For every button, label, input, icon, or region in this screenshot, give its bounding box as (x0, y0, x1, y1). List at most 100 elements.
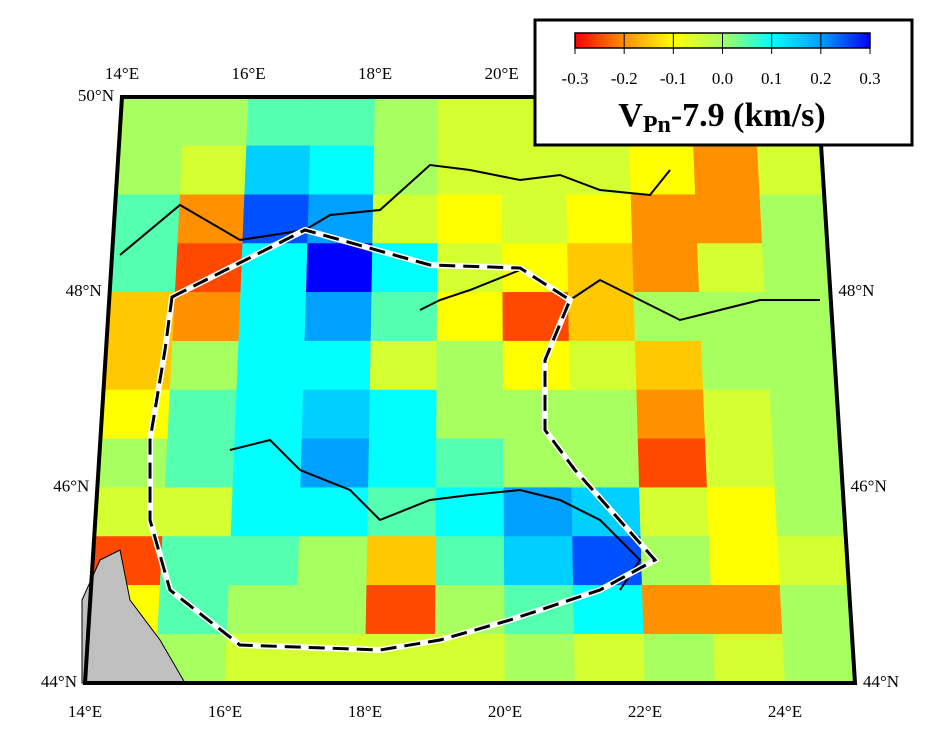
grid-cell (779, 585, 853, 635)
grid-cell (234, 389, 304, 440)
grid-cell (182, 96, 249, 147)
grid-cell (435, 438, 505, 488)
grid-cell (310, 96, 376, 147)
grid-cell (710, 585, 783, 635)
colorbar-tick-label: 0.2 (810, 69, 831, 88)
title-main: V (618, 97, 643, 134)
grid-cell (304, 292, 372, 342)
lat-label: 46°N (851, 477, 887, 496)
grid-cell (437, 96, 503, 147)
grid-cell (639, 487, 710, 537)
velocity-field (84, 96, 856, 684)
lon-label: 22°E (628, 702, 662, 721)
grid-cell (503, 389, 572, 440)
grid-cell (228, 536, 300, 586)
grid-cell (436, 389, 504, 440)
grid-cell (308, 145, 375, 195)
grid-cell (701, 340, 771, 391)
grid-cell (437, 194, 503, 244)
grid-cell (115, 145, 184, 195)
grid-cell (699, 292, 768, 342)
grid-cell (172, 292, 241, 342)
grid-cell (762, 243, 831, 293)
grid-cell (634, 340, 704, 391)
colorbar-tick-label: -0.2 (611, 69, 638, 88)
grid-cell (112, 194, 181, 244)
grid-cell (501, 145, 567, 195)
grid-cell (772, 438, 843, 488)
grid-cell (637, 438, 708, 488)
grid-cell (240, 243, 308, 293)
grid-cell (305, 243, 373, 293)
grid-cell (372, 194, 439, 244)
land-coast (81, 549, 186, 684)
grid-cell (366, 536, 437, 586)
grid-cell (162, 487, 234, 537)
grid-cell (782, 633, 856, 684)
border (229, 438, 642, 591)
grid-cell (769, 389, 840, 440)
grid-cell (697, 243, 766, 293)
lat-label: 44°N (863, 672, 899, 691)
grid-cell (435, 536, 505, 586)
grid-cell (368, 389, 437, 440)
study-area-outline (148, 228, 658, 652)
grid-cell (643, 633, 716, 684)
border (419, 269, 521, 311)
grid-cell (246, 96, 313, 147)
grid-cell (572, 536, 643, 586)
border (569, 278, 820, 322)
grid-cell (365, 585, 436, 635)
grid-cell (297, 536, 368, 586)
grid-cell (708, 536, 781, 586)
grid-cell (774, 487, 847, 537)
grid-cell (501, 194, 568, 244)
grid-cell (244, 145, 311, 195)
grid-cell (565, 145, 632, 195)
grid-cell (569, 389, 639, 440)
grid-cell (777, 536, 850, 586)
grid-cell (118, 96, 186, 147)
grid-cell (630, 194, 698, 244)
lat-label: 48°N (838, 281, 874, 300)
grid-cell (370, 292, 438, 342)
grid-cell (303, 340, 372, 391)
grid-cell (298, 487, 369, 537)
lon-label: 24°E (768, 702, 802, 721)
grid-cell (230, 487, 301, 537)
grid-cell (301, 389, 371, 440)
grid-cell (368, 438, 437, 488)
grid-cell (236, 340, 306, 391)
grid-cell (503, 438, 572, 488)
grid-cell (568, 340, 637, 391)
grid-cell (567, 243, 635, 293)
grid-cell (566, 194, 633, 244)
grid-cell (636, 389, 706, 440)
colorbar-tick-label: 0.3 (859, 69, 880, 88)
lat-label: 48°N (66, 281, 102, 300)
grid-cell (436, 340, 504, 391)
grid-cell (164, 438, 236, 488)
lon-label: 14°E (68, 702, 102, 721)
colorbar: -0.3 -0.2 -0.1 0.0 0.1 0.2 0.3 (562, 32, 881, 88)
grid-cell (759, 194, 828, 244)
colorbar-tick-label: 0.0 (712, 69, 733, 88)
grid-cell (573, 633, 646, 684)
grid-cell (109, 243, 178, 293)
grid-cell (632, 243, 700, 293)
lat-label: 50°N (78, 86, 114, 105)
grid-cell (503, 536, 574, 586)
grid-cell (294, 633, 367, 684)
grid-cell (436, 292, 504, 342)
grid-cell (568, 292, 636, 342)
grid-cell (369, 340, 438, 391)
lon-label: 20°E (485, 64, 519, 83)
grid-cell (169, 340, 239, 391)
grid-cell (712, 633, 786, 684)
lon-label: 18°E (348, 702, 382, 721)
grid-cell (695, 194, 763, 244)
grid-cell (238, 292, 307, 342)
grid-cell (767, 340, 837, 391)
grid-cell (629, 145, 696, 195)
